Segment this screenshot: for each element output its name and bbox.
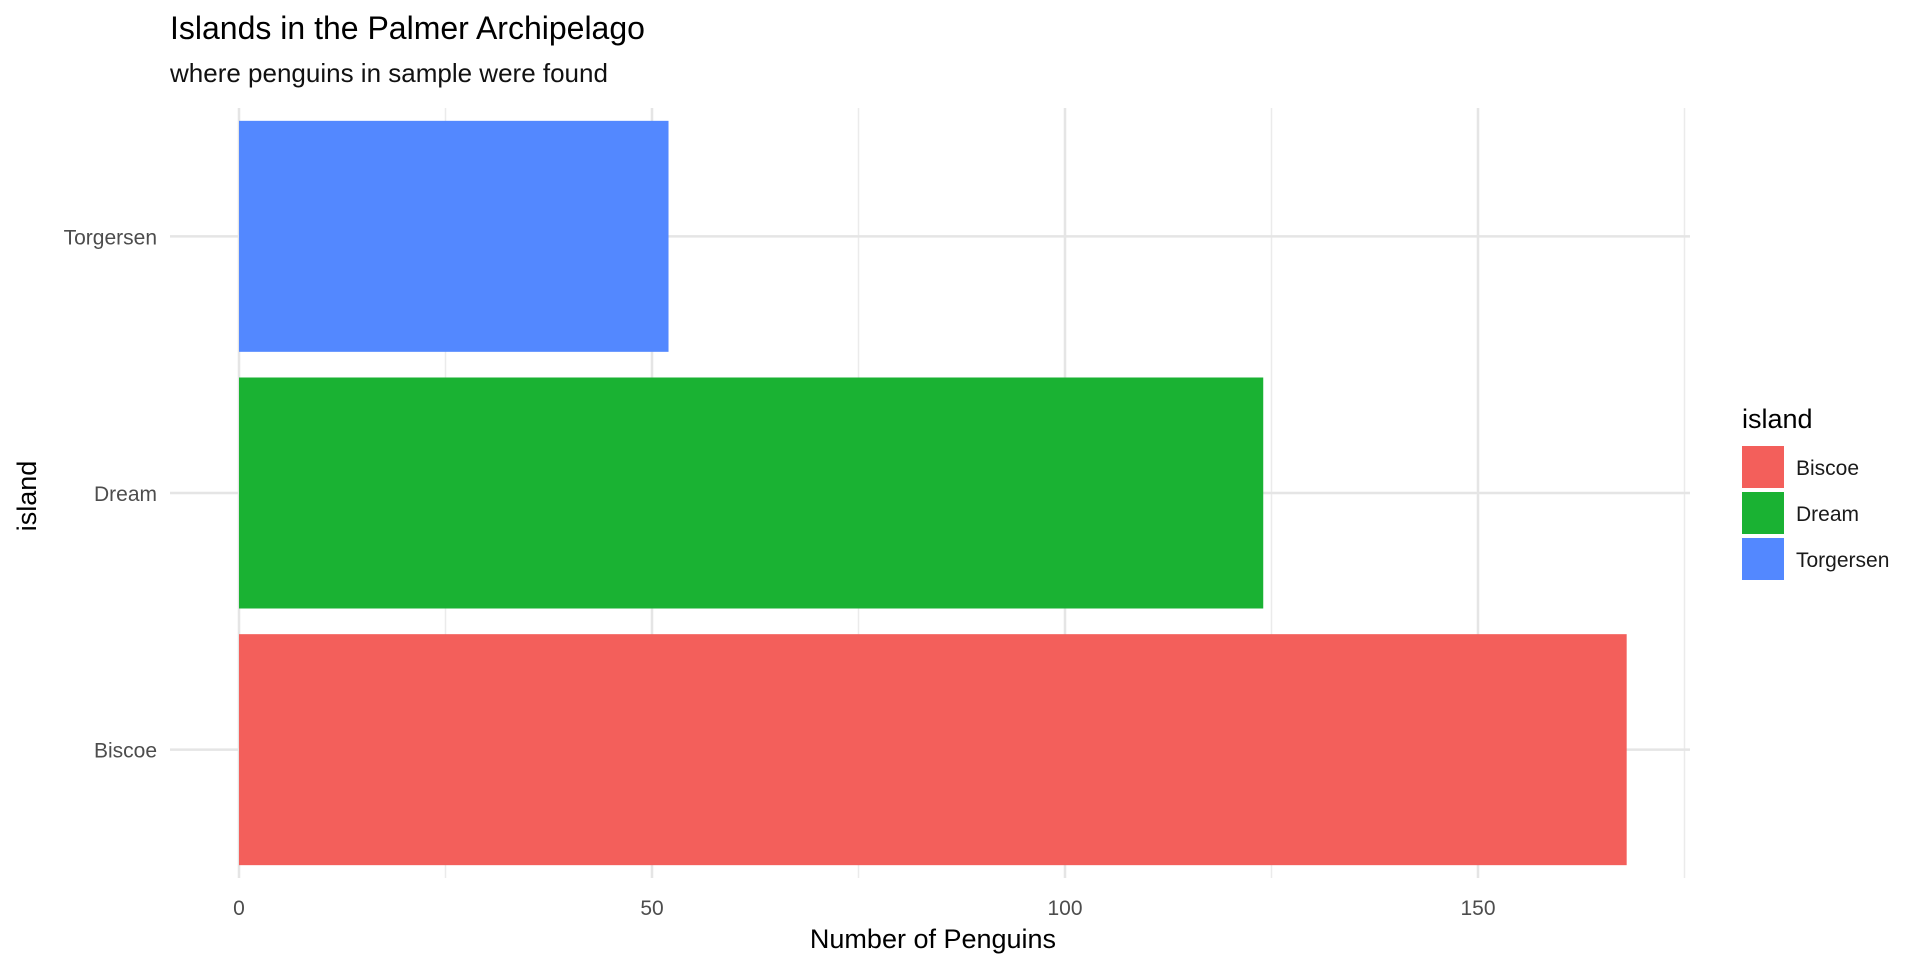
legend-label: Biscoe bbox=[1796, 457, 1859, 480]
legend-title: island bbox=[1742, 404, 1813, 434]
legend-label: Torgersen bbox=[1796, 549, 1889, 572]
bar-biscoe bbox=[239, 634, 1627, 866]
x-tick-label: 150 bbox=[1460, 897, 1495, 920]
legend-label: Dream bbox=[1796, 503, 1859, 526]
y-tick-label: Biscoe bbox=[94, 740, 157, 763]
x-tick-label: 50 bbox=[640, 897, 663, 920]
chart-title: Islands in the Palmer Archipelago bbox=[170, 10, 645, 46]
legend-key-dream bbox=[1742, 492, 1784, 534]
chart-subtitle: where penguins in sample were found bbox=[169, 58, 608, 88]
y-axis-ticks: Biscoe Dream Torgersen bbox=[64, 226, 157, 762]
legend: island Biscoe Dream Torgersen bbox=[1742, 404, 1889, 580]
legend-key-biscoe bbox=[1742, 446, 1784, 488]
legend-key-torgersen bbox=[1742, 538, 1784, 580]
x-tick-label: 100 bbox=[1047, 897, 1082, 920]
x-axis-title: Number of Penguins bbox=[810, 924, 1056, 954]
bar-dream bbox=[239, 377, 1264, 609]
x-tick-label: 0 bbox=[233, 897, 245, 920]
bar-torgersen bbox=[239, 120, 669, 352]
y-tick-label: Torgersen bbox=[64, 226, 157, 249]
x-axis-ticks: 0 50 100 150 bbox=[233, 897, 1495, 920]
bars bbox=[239, 120, 1627, 866]
y-tick-label: Dream bbox=[94, 483, 157, 506]
y-axis-title: island bbox=[12, 461, 42, 532]
